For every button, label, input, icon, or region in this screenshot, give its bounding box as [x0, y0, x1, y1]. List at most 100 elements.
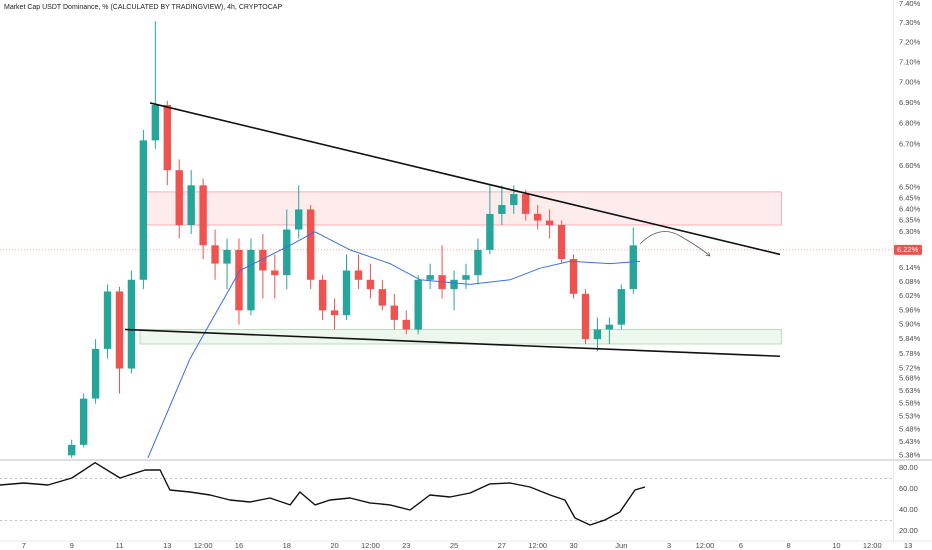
y-tick-label: 6.30%: [899, 227, 921, 236]
candle-body: [271, 270, 279, 276]
x-tick-label: 12:00: [194, 541, 213, 550]
trendline: [124, 328, 781, 358]
candle-body: [486, 213, 494, 250]
candle-body: [151, 104, 160, 141]
x-tick-label: Jun: [615, 541, 627, 550]
candle-body: [259, 249, 267, 271]
candle-body: [354, 270, 363, 280]
candle-body: [163, 104, 171, 171]
candle-body: [617, 289, 626, 325]
y-tick-label: 5.48%: [899, 424, 921, 433]
y-tick-label: 5.58%: [899, 399, 921, 408]
x-tick-label: 13: [163, 541, 171, 550]
x-tick-label: 12:00: [863, 541, 882, 550]
x-tick-label: 3: [667, 541, 671, 550]
y-tick-label: 7.20%: [899, 38, 921, 47]
rsi-tick-label: 40.00: [899, 505, 918, 514]
candle-body: [569, 259, 578, 294]
y-tick-label: 6.40%: [899, 204, 921, 213]
y-tick-label: 6.80%: [899, 119, 921, 128]
x-tick-label: 6: [739, 541, 743, 550]
candle-body: [318, 279, 327, 311]
y-tick-label: 5.43%: [899, 437, 921, 446]
candle-body: [378, 289, 387, 306]
y-tick-label: 6.60%: [899, 161, 921, 170]
axes: 7.40% 7.30% 7.20% 7.10% 7.00% 6.90% 6.80% 6.70%…: [22, 0, 922, 550]
candle-body: [474, 249, 482, 276]
x-tick-label: 8: [787, 541, 791, 550]
candle-body: [414, 279, 422, 330]
y-tick-label: 5.90%: [899, 320, 921, 329]
y-tick-label: 6.02%: [899, 291, 921, 300]
candle-body: [211, 245, 219, 264]
candle-body: [426, 275, 434, 280]
candle-body: [533, 213, 542, 221]
rsi-tick-label: 60.00: [899, 484, 918, 493]
x-tick-label: 12:00: [696, 541, 715, 550]
x-tick-label: 12:00: [528, 541, 547, 550]
x-tick-label: 25: [450, 541, 458, 550]
y-tick-label: 6.90%: [899, 98, 921, 107]
x-tick-label: 16: [235, 541, 243, 550]
projection-arrow: [639, 231, 710, 257]
y-tick-label: 6.45%: [899, 193, 921, 202]
candle-body: [545, 220, 554, 226]
candle-body: [295, 209, 303, 230]
candle-body: [103, 291, 112, 349]
candle-body: [187, 185, 195, 226]
last-price-label: 6.22%: [897, 245, 919, 254]
candle-body: [139, 140, 148, 280]
candle-body: [283, 229, 291, 276]
y-tick-label: 6.35%: [899, 216, 921, 225]
price-pane: [0, 21, 893, 458]
candle-body: [450, 279, 458, 290]
last-price-box: [894, 244, 922, 255]
candle-body: [342, 270, 351, 316]
candle-body: [330, 310, 339, 316]
candle-body: [605, 324, 614, 330]
y-tick-label: 7.30%: [899, 18, 921, 27]
rsi-line: [0, 462, 646, 526]
y-tick-label: 7.10%: [899, 57, 921, 66]
y-tick-label: 5.96%: [899, 305, 921, 314]
moving-average: [147, 231, 641, 458]
x-tick-label: 30: [569, 541, 577, 550]
candle-body: [115, 291, 124, 369]
chart-title: Market Cap USDT Dominance, % (CALCULATED…: [4, 4, 282, 11]
x-tick-label: 18: [283, 541, 291, 550]
candle-body: [462, 275, 470, 280]
candle-body: [366, 279, 375, 290]
x-tick-label: 13: [904, 541, 912, 550]
y-tick-label: 5.53%: [899, 411, 921, 420]
candle-body: [67, 444, 76, 456]
candle-body: [522, 194, 530, 214]
y-tick-label: 5.68%: [899, 373, 921, 382]
x-tick-label: 12:00: [361, 541, 380, 550]
x-tick-label: 7: [22, 541, 26, 550]
y-tick-label: 5.84%: [899, 334, 921, 343]
candle-body: [498, 205, 506, 214]
x-tick-label: 10: [832, 541, 840, 550]
rsi-tick-label: 80.00: [899, 463, 918, 472]
candle-body: [223, 249, 231, 264]
y-tick-label: 5.72%: [899, 364, 921, 373]
candle-body: [402, 319, 410, 330]
y-tick-label: 5.63%: [899, 386, 921, 395]
zone: [142, 191, 782, 226]
candle-body: [175, 170, 183, 226]
rsi-tick-label: 20.00: [899, 526, 918, 535]
y-tick-label: 6.14%: [899, 263, 921, 272]
x-tick-label: 27: [498, 541, 506, 550]
y-tick-label: 7.40%: [899, 0, 921, 8]
x-tick-label: 9: [70, 541, 74, 550]
candle-body: [510, 194, 518, 206]
candle-body: [91, 348, 100, 399]
candle-body: [306, 209, 315, 280]
y-tick-label: 6.08%: [899, 277, 921, 286]
y-tick-label: 6.50%: [899, 182, 921, 191]
x-tick-label: 20: [330, 541, 338, 550]
candle-body: [581, 293, 590, 340]
zone: [139, 329, 782, 345]
